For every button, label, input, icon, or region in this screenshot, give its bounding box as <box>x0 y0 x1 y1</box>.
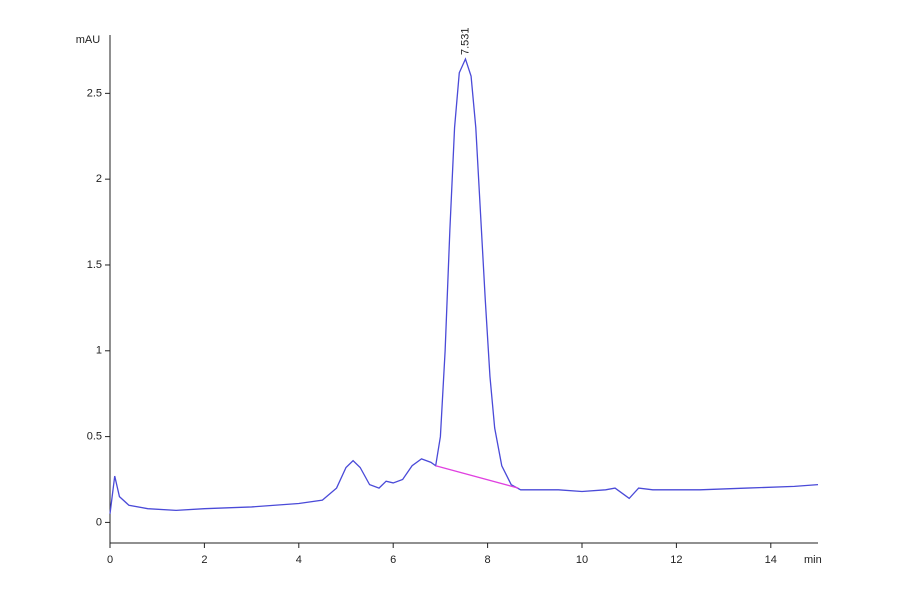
x-axis-label: min <box>804 554 822 566</box>
y-tick-label: 2 <box>96 173 102 185</box>
x-tick-label: 4 <box>296 554 302 566</box>
x-tick-label: 10 <box>576 554 588 566</box>
x-tick-label: 2 <box>201 554 207 566</box>
x-tick-label: 8 <box>485 554 491 566</box>
x-tick-label: 12 <box>670 554 682 566</box>
y-tick-label: 0 <box>96 516 102 528</box>
x-tick-label: 14 <box>765 554 777 566</box>
y-tick-label: 2.5 <box>87 87 102 99</box>
y-tick-label: 0.5 <box>87 431 102 443</box>
y-axis-label: mAU <box>76 34 101 46</box>
y-tick-label: 1.5 <box>87 259 102 271</box>
peak-baseline <box>435 465 519 489</box>
trace <box>109 57 819 514</box>
y-tick-label: 1 <box>96 345 102 357</box>
peak-label: 7.531 <box>459 27 471 55</box>
x-tick-label: 6 <box>390 554 396 566</box>
x-tick-label: 0 <box>107 554 113 566</box>
